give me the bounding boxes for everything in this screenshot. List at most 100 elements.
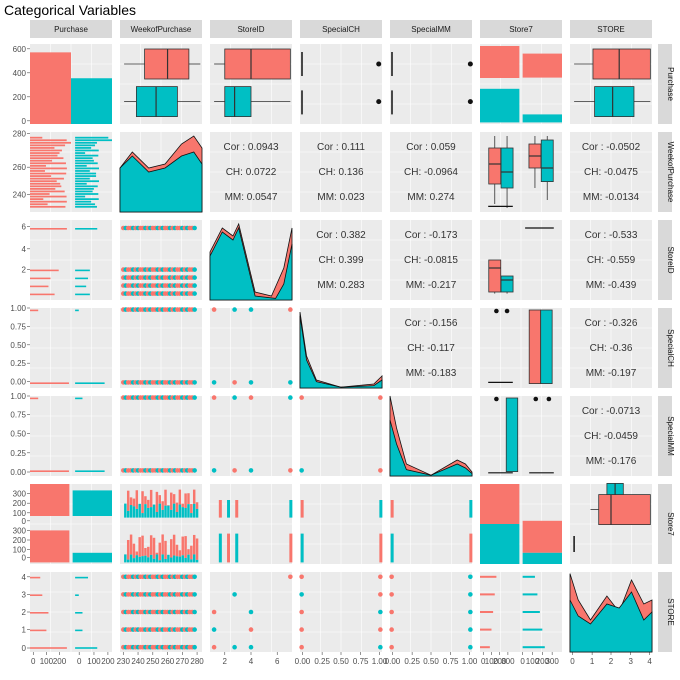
store7-bar-MM-no <box>72 490 112 516</box>
col-strip-storeid <box>210 20 292 38</box>
col-strip-specialch <box>300 20 382 38</box>
week-store7-bar-CH <box>187 493 190 505</box>
week-store7-bar-MM <box>152 558 156 563</box>
correlation-CH: CH: -0.559 <box>587 255 636 266</box>
week-store7-bar-MM <box>129 554 133 563</box>
correlation-MM: MM: 0.023 <box>317 192 365 203</box>
chart-title: Categorical Variables <box>4 2 137 18</box>
col-strip-store7 <box>480 20 562 38</box>
scatter-point <box>299 395 304 400</box>
week-hist-MM <box>75 193 99 195</box>
row-strip-weekofpurchase <box>658 132 672 212</box>
col-strip-weekofpurchase <box>120 20 202 38</box>
boxplot-MM <box>500 147 514 189</box>
boxplot-MM <box>135 86 178 117</box>
week-hist-CH <box>30 180 57 183</box>
week-hist-MM <box>75 190 93 193</box>
y-tick-label: 200 <box>13 93 27 102</box>
boxplot-CH <box>488 147 502 185</box>
y-tick-label: 200 <box>13 499 27 508</box>
week-store7-bar-CH <box>152 537 156 559</box>
x-tick-label: 0 <box>520 657 525 666</box>
x-tick-label: 0 <box>481 657 486 666</box>
store7-stick <box>390 500 394 518</box>
store7-stick <box>300 533 304 563</box>
scatter-point <box>232 307 237 312</box>
scatter-point <box>211 380 217 385</box>
week-density-MM <box>119 151 203 213</box>
week-store7-bar-MM <box>178 556 182 563</box>
week-store7-bar-MM <box>167 554 170 563</box>
week-store7-bar-CH <box>178 550 182 557</box>
x-tick-label: 0.75 <box>353 657 369 666</box>
week-hist-MM <box>75 205 97 208</box>
x-tick-label: 100 <box>87 657 101 666</box>
week-hist-CH <box>30 167 67 170</box>
correlation-MM: MM: 0.274 <box>407 192 455 203</box>
week-hist-CH <box>30 141 71 144</box>
week-store7-bar-CH <box>181 536 184 556</box>
scatter-point <box>378 592 383 597</box>
specialmm-hist-MM <box>75 470 105 472</box>
correlation-MM: MM: -0.0134 <box>583 192 640 203</box>
week-hist-CH <box>30 136 43 139</box>
week-store7-bar-MM <box>144 555 147 563</box>
week-hist-CH <box>30 172 67 175</box>
store7-stick <box>218 533 222 563</box>
week-store7-bar-MM <box>152 504 156 518</box>
scatter-point <box>211 307 217 312</box>
week-store7-bar-CH <box>184 493 187 508</box>
week-store7-bar-CH <box>167 505 170 506</box>
store7-bar-CH-no <box>30 484 70 516</box>
week-store7-bar-MM <box>149 554 153 563</box>
store7-diag-CH <box>522 520 562 553</box>
week-hist-MM <box>75 144 96 147</box>
store7-stick <box>235 533 239 563</box>
week-hist-MM <box>75 136 109 139</box>
x-tick-label: 0.75 <box>443 657 459 666</box>
week-store7-bar-CH <box>138 537 141 557</box>
scatter-point <box>468 592 473 597</box>
week-store7-bar-CH <box>192 489 196 504</box>
specialmm-hist-CH <box>30 397 39 400</box>
week-store7-bar-CH <box>172 494 176 504</box>
week-store7-bar-MM <box>124 554 127 563</box>
x-tick-label: 100 <box>526 657 540 666</box>
scatter-point <box>192 644 197 650</box>
storeid-density-MM <box>209 226 293 301</box>
x-tick-label: 0.50 <box>423 657 439 666</box>
y-tick-label: 0.25 <box>10 359 26 368</box>
store-bar-MM <box>522 628 543 631</box>
week-store7-bar-MM <box>155 554 159 563</box>
correlation-overall: Cor : -0.533 <box>585 230 638 241</box>
y-tick-label: 0.25 <box>10 449 26 458</box>
y-tick-label: 3 <box>22 590 27 599</box>
week-store7-bar-MM <box>164 505 167 518</box>
scatter-point <box>468 644 473 650</box>
week-store7-bar-MM <box>135 508 139 518</box>
row-strip-label-weekofpurchase: WeekofPurchase <box>666 142 675 203</box>
week-store7-bar-CH <box>164 540 167 559</box>
store7-stick <box>235 500 239 518</box>
y-tick-label: 2 <box>22 266 27 275</box>
scatter-point <box>248 609 254 615</box>
week-store7-bar-CH <box>129 497 133 506</box>
week-hist-MM <box>75 203 96 206</box>
store-bar-CH <box>480 593 495 596</box>
x-tick-label: 3 <box>628 657 633 666</box>
store7-stick <box>218 500 222 518</box>
row-strip-label-store: STORE <box>666 598 675 625</box>
scatter-point <box>248 644 254 650</box>
week-store7-bar-MM <box>141 556 144 563</box>
correlation-CH: CH: -0.0815 <box>404 255 458 266</box>
week-hist-CH <box>30 198 44 200</box>
store-bar-CH <box>480 646 490 649</box>
week-store7-bar-CH <box>129 534 133 555</box>
y-tick-label: 1.00 <box>10 304 26 313</box>
week-store7-bar-MM <box>184 507 187 518</box>
week-store7-bar-CH <box>141 491 144 514</box>
x-tick-label: 250 <box>146 657 160 666</box>
correlation-MM: MM: -0.217 <box>406 280 457 291</box>
store-hist-CH <box>30 612 49 614</box>
scatter-point <box>468 609 473 615</box>
